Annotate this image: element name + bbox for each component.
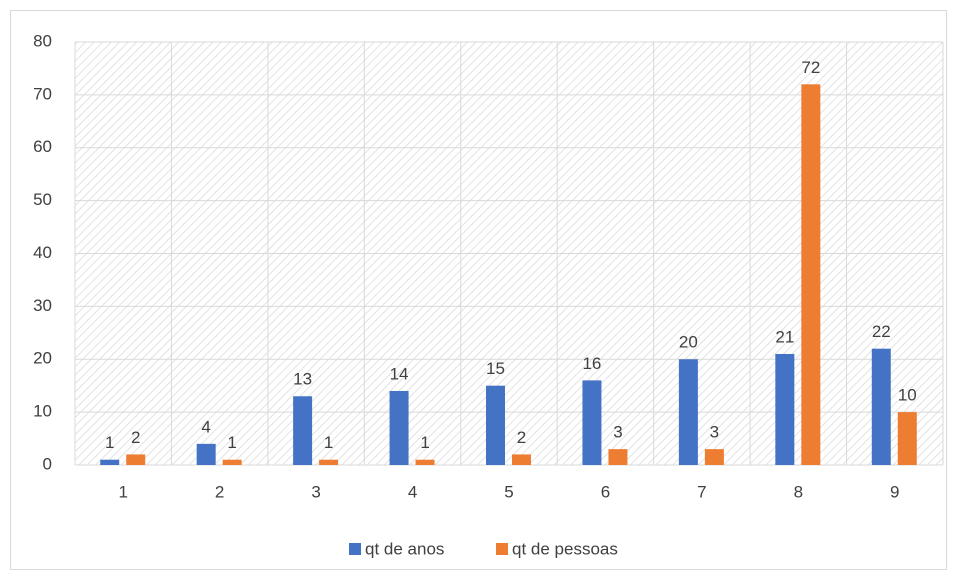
y-tick-label: 50 [33, 190, 52, 209]
bar [293, 396, 313, 465]
data-label: 10 [898, 386, 917, 405]
data-label: 1 [420, 433, 429, 452]
data-label: 4 [201, 417, 210, 436]
bar [512, 454, 531, 465]
legend-swatch [496, 543, 508, 555]
bar [196, 443, 216, 465]
x-tick-label: 6 [601, 482, 610, 501]
y-tick-label: 0 [43, 454, 52, 473]
x-tick-label: 4 [408, 482, 417, 501]
bar [608, 449, 628, 465]
bar [126, 454, 146, 465]
x-tick-label: 7 [697, 482, 706, 501]
data-label: 2 [517, 428, 526, 447]
data-label: 14 [390, 364, 409, 383]
bar [871, 348, 891, 465]
bar [801, 84, 821, 466]
data-label: 2 [131, 428, 140, 447]
data-label: 22 [872, 322, 891, 341]
bar [415, 459, 435, 465]
data-label: 72 [801, 58, 820, 77]
bar [678, 359, 698, 465]
data-label: 15 [486, 359, 505, 378]
y-tick-label: 10 [33, 402, 52, 421]
bar [897, 412, 917, 465]
data-label: 1 [105, 433, 114, 452]
y-tick-label: 40 [33, 243, 52, 262]
data-label: 21 [775, 327, 794, 346]
bar [486, 385, 505, 465]
data-label: 1 [227, 433, 236, 452]
data-label: 3 [613, 423, 622, 442]
legend-label: qt de anos [365, 539, 444, 558]
bar [389, 390, 409, 465]
data-label: 16 [582, 354, 601, 373]
y-tick-label: 20 [33, 349, 52, 368]
x-tick-label: 2 [215, 482, 224, 501]
x-tick-label: 9 [890, 482, 899, 501]
data-label: 13 [293, 370, 312, 389]
data-label: 3 [710, 423, 719, 442]
bar [775, 353, 795, 465]
bar [704, 449, 724, 465]
x-tick-label: 8 [794, 482, 803, 501]
bar [100, 459, 120, 465]
x-tick-label: 5 [504, 482, 513, 501]
x-tick-label: 3 [311, 482, 320, 501]
legend-swatch [349, 543, 361, 555]
bar [582, 380, 602, 465]
data-label: 1 [324, 433, 333, 452]
bar [222, 459, 242, 465]
x-tick-label: 1 [118, 482, 127, 501]
y-tick-label: 70 [33, 84, 52, 103]
data-label: 20 [679, 333, 698, 352]
y-tick-label: 80 [33, 31, 52, 50]
bar [319, 459, 339, 465]
y-tick-label: 60 [33, 137, 52, 156]
legend-label: qt de pessoas [512, 539, 618, 558]
y-tick-label: 30 [33, 296, 52, 315]
